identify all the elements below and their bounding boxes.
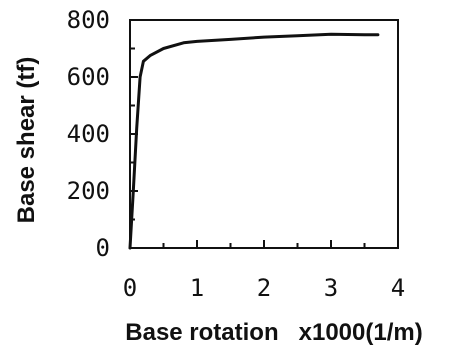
series-group [128,32,380,250]
y-axis-label: Base shear (tf) [13,57,40,224]
y-tick-label: 200 [67,177,110,205]
axis-ticks [129,19,399,249]
y-tick-label: 800 [67,6,110,34]
series-line [128,32,380,250]
y-tick-label: 0 [96,234,110,262]
x-tick-label: 1 [190,274,204,302]
x-tick-label: 0 [123,274,137,302]
axis-tick-labels: 0 1 2 3 4 0 200 400 600 800 [67,6,406,302]
plot-frame [129,19,399,249]
x-tick-label: 2 [257,274,271,302]
x-tick-label: 3 [324,274,338,302]
y-tick-label: 400 [67,120,110,148]
x-axis-label: Base rotation x1000(1/m) [125,319,422,346]
x-tick-label: 4 [391,274,405,302]
y-tick-label: 600 [67,63,110,91]
